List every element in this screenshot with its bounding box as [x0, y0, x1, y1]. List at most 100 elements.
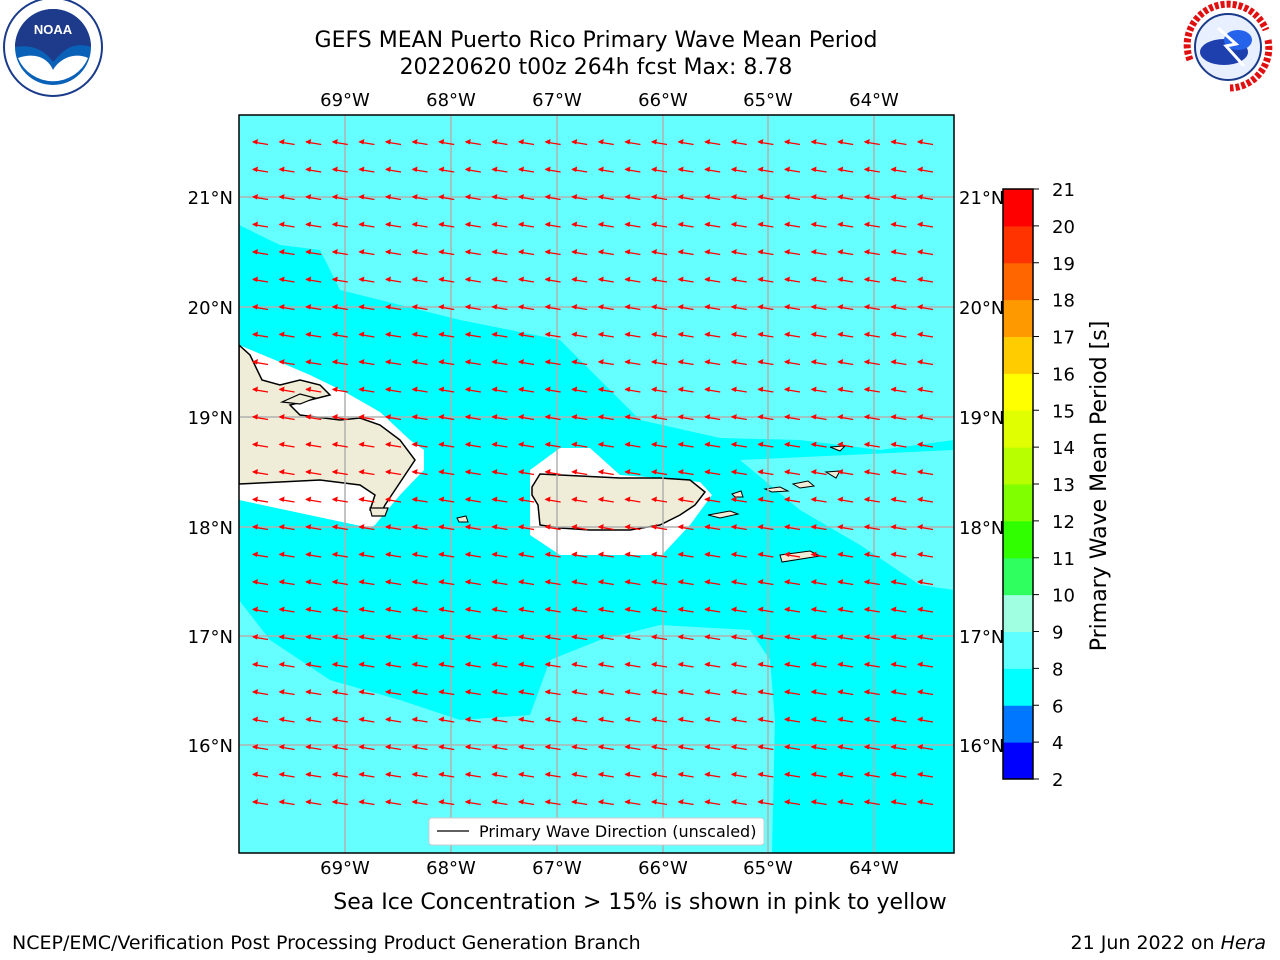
- wave-arrow: [597, 716, 614, 723]
- wave-arrow: [704, 744, 721, 751]
- wave-arrow: [890, 221, 907, 228]
- wave-arrow: [784, 194, 801, 201]
- wave-arrow: [438, 166, 455, 173]
- wave-arrow: [331, 386, 348, 393]
- colorbar-segment: [1003, 668, 1033, 706]
- wave-arrow: [252, 441, 269, 448]
- wave-arrow: [837, 551, 854, 558]
- wave-arrow: [518, 689, 535, 696]
- colorbar-segment: [1003, 520, 1033, 559]
- wave-arrow: [863, 441, 880, 448]
- wave-arrow: [677, 799, 694, 806]
- wave-arrow: [411, 716, 428, 723]
- wave-arrow: [730, 221, 747, 228]
- wave-arrow: [305, 689, 322, 696]
- wave-arrow: [784, 744, 801, 751]
- wave-arrow: [863, 689, 880, 696]
- wave-arrow: [730, 689, 747, 696]
- wave-direction-arrows: [252, 139, 934, 806]
- wave-arrow: [571, 304, 588, 311]
- wave-arrow: [917, 331, 934, 338]
- wave-arrow: [571, 414, 588, 421]
- wave-arrow: [385, 716, 402, 723]
- wave-arrow: [491, 716, 508, 723]
- wave-arrow: [491, 414, 508, 421]
- colorbar-segment: [1003, 262, 1033, 301]
- wave-arrow: [571, 386, 588, 393]
- wave-arrow: [704, 661, 721, 668]
- wave-arrow: [331, 689, 348, 696]
- wave-arrow: [863, 771, 880, 778]
- wave-arrow: [571, 524, 588, 531]
- wave-arrow: [704, 304, 721, 311]
- wave-arrow: [837, 606, 854, 613]
- wave-arrow: [704, 524, 721, 531]
- wave-arrow: [730, 331, 747, 338]
- wave-arrow: [651, 744, 668, 751]
- wave-arrow: [411, 249, 428, 256]
- wave-arrow: [305, 441, 322, 448]
- wave-arrow: [810, 194, 827, 201]
- wave-arrow: [651, 799, 668, 806]
- wave-arrow: [438, 139, 455, 146]
- wave-arrow: [863, 716, 880, 723]
- wave-arrow: [810, 771, 827, 778]
- wave-arrow: [491, 469, 508, 476]
- wave-arrow: [704, 359, 721, 366]
- wave-arrow: [278, 386, 295, 393]
- wave-arrow: [784, 579, 801, 586]
- wave-arrow: [385, 359, 402, 366]
- wave-arrow: [704, 331, 721, 338]
- wave-arrow: [358, 744, 375, 751]
- mona-island: [456, 515, 469, 523]
- wave-arrow: [438, 771, 455, 778]
- wave-arrow: [704, 221, 721, 228]
- wave-arrow: [544, 606, 561, 613]
- colorbar-segment: [1003, 557, 1033, 596]
- wave-arrow: [385, 551, 402, 558]
- saona-island: [369, 507, 389, 517]
- wave-arrow: [890, 579, 907, 586]
- wave-arrow: [890, 606, 907, 613]
- wave-arrow: [863, 139, 880, 146]
- wave-arrow: [438, 551, 455, 558]
- lon-tick-label: 69°W: [320, 858, 370, 879]
- wave-arrow: [810, 634, 827, 641]
- wave-arrow: [358, 249, 375, 256]
- wave-arrow: [837, 139, 854, 146]
- wave-arrow: [863, 249, 880, 256]
- wave-arrow: [305, 414, 322, 421]
- wave-arrow: [544, 276, 561, 283]
- wave-arrow: [544, 469, 561, 476]
- wave-arrow: [704, 249, 721, 256]
- wave-arrow: [331, 359, 348, 366]
- wave-arrow: [464, 221, 481, 228]
- wave-arrow: [730, 634, 747, 641]
- wave-arrow: [252, 386, 269, 393]
- wave-arrow: [358, 716, 375, 723]
- lon-labels-bottom: 69°W 68°W 67°W 66°W 65°W 64°W: [320, 858, 899, 879]
- wave-arrow: [331, 524, 348, 531]
- wave-arrow: [863, 579, 880, 586]
- wave-arrow: [837, 524, 854, 531]
- wave-arrow: [358, 551, 375, 558]
- wave-arrow: [331, 771, 348, 778]
- wave-arrow: [278, 469, 295, 476]
- wave-arrow: [651, 331, 668, 338]
- wave-arrow: [917, 469, 934, 476]
- wave-arrow: [917, 139, 934, 146]
- wave-arrow: [358, 441, 375, 448]
- wave-arrow: [491, 386, 508, 393]
- nws-logo: [1180, 0, 1276, 95]
- wave-arrow: [464, 771, 481, 778]
- wave-arrow: [385, 661, 402, 668]
- wave-arrow: [651, 139, 668, 146]
- wave-arrow: [810, 441, 827, 448]
- wave-arrow: [278, 166, 295, 173]
- lon-tick-label: 64°W: [849, 858, 899, 879]
- wave-arrow: [411, 331, 428, 338]
- wave-arrow: [810, 551, 827, 558]
- wave-arrow: [890, 799, 907, 806]
- wave-arrow: [411, 386, 428, 393]
- wave-arrow: [331, 414, 348, 421]
